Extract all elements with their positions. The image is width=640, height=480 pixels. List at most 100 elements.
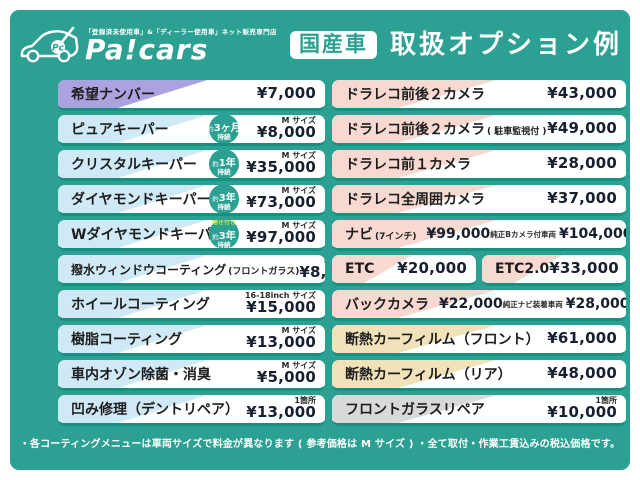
car-icon: Pc bbox=[20, 26, 79, 63]
option-label-sub: ( 駐車監視付 ) bbox=[487, 127, 547, 137]
badge-duration: 3ヶ月 bbox=[213, 122, 241, 134]
option-price: ¥5,000 bbox=[256, 368, 316, 387]
option-label: ETC bbox=[345, 261, 375, 277]
option-label: 撥水ウィンドウコーティング bbox=[71, 262, 227, 277]
option-card-resin-coating: 樹脂コーティング M サイズ ¥13,000 bbox=[58, 325, 325, 356]
brand-logo: Pc 「登録済未使用車」&「ディーラー使用車」ネット販売専門店 Pa!cars bbox=[18, 25, 277, 65]
brand-wordmark: Pa!cars bbox=[85, 33, 209, 67]
option-price: ¥22,000 bbox=[439, 296, 503, 312]
option-label: ナビ bbox=[345, 227, 373, 243]
badge-topnote: 磨き付き bbox=[211, 220, 236, 226]
option-label: ピュアキーパー bbox=[71, 122, 169, 138]
badge-prefix: 約 bbox=[212, 232, 219, 241]
option-label: Wダイヤモンドキーパー bbox=[71, 227, 226, 243]
page-title: 取扱オプション例 bbox=[389, 30, 622, 60]
option-pricing: ¥20,000 bbox=[397, 259, 467, 278]
option-price: ¥13,000 bbox=[246, 403, 316, 422]
option-price: ¥10,000 bbox=[547, 403, 617, 422]
duration-badge: 約3ヶ月 持続 bbox=[207, 115, 241, 143]
option-pricing: M サイズ ¥35,000 bbox=[246, 151, 316, 177]
badge-duration: 3年 bbox=[218, 192, 236, 204]
option-price: ¥8,000 bbox=[256, 123, 316, 142]
svg-text:Pc: Pc bbox=[52, 44, 65, 54]
badge-prefix: 約 bbox=[207, 124, 214, 133]
badge-suffix: 持続 bbox=[217, 202, 231, 211]
option-price: ¥61,000 bbox=[547, 329, 617, 348]
brand-tagline: 「登録済未使用車」&「ディーラー使用車」ネット販売専門店 bbox=[85, 28, 277, 37]
option-label: 断熱カーフィルム（フロント） bbox=[345, 332, 540, 348]
option-label: ダイヤモンドキーパー bbox=[71, 192, 211, 208]
option-pricing: M サイズ ¥5,000 bbox=[256, 360, 316, 387]
option-label: 車内オゾン除菌・消臭 bbox=[71, 367, 211, 383]
left-column: 希望ナンバー ¥7,000 ピュアキーパー 約3ヶ月 持続 M サイズ ¥8,0… bbox=[58, 80, 325, 430]
size-note: 1箇所 bbox=[294, 395, 316, 405]
option-card-dashcam-1cam: ドラレコ前１カメラ ¥28,000 bbox=[332, 150, 626, 181]
size-note: M サイズ bbox=[281, 220, 316, 230]
option-price: ¥8,000 bbox=[299, 263, 325, 282]
header: Pc 「登録済未使用車」&「ディーラー使用車」ネット販売専門店 Pa!cars … bbox=[10, 10, 630, 78]
option-label-sub: (フロントガラス) bbox=[228, 266, 300, 277]
option-price: ¥35,000 bbox=[246, 158, 316, 177]
option-card-wheel-coating: ホイールコーティング 16-18inch サイズ ¥15,000 bbox=[58, 290, 325, 321]
option-card-glass-repair: フロントガラスリペア 1箇所 ¥10,000 bbox=[332, 395, 626, 426]
option-price: ¥33,000 bbox=[549, 259, 619, 278]
option-pricing: ¥7,000 bbox=[256, 84, 316, 103]
option-price: ¥7,000 bbox=[256, 84, 316, 103]
option-price: ¥13,000 bbox=[246, 333, 316, 352]
option-label: 樹脂コーティング bbox=[71, 332, 183, 348]
option-label: ドラレコ全周囲カメラ bbox=[345, 192, 485, 208]
option-pricing: 16-18inch サイズ ¥15,000 bbox=[245, 291, 316, 317]
option-card-pure-keeper: ピュアキーパー 約3ヶ月 持続 M サイズ ¥8,000 bbox=[58, 115, 325, 146]
option-pricing: ¥48,000 bbox=[547, 365, 617, 382]
variant-note: 純正Bカメラ付車両 bbox=[490, 229, 556, 239]
option-label: ホイールコーティング bbox=[71, 297, 210, 313]
size-note: 1箇所 bbox=[595, 395, 617, 405]
variant-price: ¥104,000 bbox=[558, 226, 626, 242]
size-note: M サイズ bbox=[281, 185, 316, 195]
option-card-dashcam-2cam-parking: ドラレコ前後２カメラ( 駐車監視付 ) ¥49,000 bbox=[332, 115, 626, 146]
size-note: M サイズ bbox=[281, 115, 316, 125]
category-badge: 国産車 bbox=[289, 31, 377, 59]
option-price: ¥49,000 bbox=[547, 119, 617, 138]
option-pricing: M サイズ ¥8,000 bbox=[256, 115, 316, 142]
option-label: 断熱カーフィルム（リア） bbox=[345, 367, 512, 383]
option-label: ドラレコ前１カメラ bbox=[345, 157, 471, 173]
size-note: M サイズ bbox=[281, 360, 316, 370]
logo-text: 「登録済未使用車」&「ディーラー使用車」ネット販売専門店 Pa!cars bbox=[85, 26, 277, 64]
badge-suffix: 持続 bbox=[217, 167, 231, 176]
option-label: クリスタルキーパー bbox=[71, 157, 197, 173]
options-panel: Pc 「登録済未使用車」&「ディーラー使用車」ネット販売専門店 Pa!cars … bbox=[10, 10, 630, 470]
duration-badge: 約3年 持続 bbox=[209, 185, 239, 213]
option-card-crystal-keeper: クリスタルキーパー 約1年 持続 M サイズ ¥35,000 bbox=[58, 150, 325, 181]
option-label: ETC2.0 bbox=[495, 261, 550, 277]
option-card-navi: ナビ (7インチ) ¥99,000 純正Bカメラ付車両 ¥104,000 bbox=[332, 220, 626, 251]
option-label: バックカメラ bbox=[345, 297, 429, 313]
badge-duration: 3年 bbox=[218, 230, 236, 242]
option-price: ¥97,000 bbox=[246, 228, 316, 247]
badge-suffix: 持続 bbox=[217, 240, 231, 249]
option-card-w-diamond-keeper: Wダイヤモンドキーパー 磨き付き 約3年 持続 M サイズ ¥97,000 bbox=[58, 220, 325, 251]
duration-badge: 磨き付き 約3年 持続 bbox=[209, 220, 239, 249]
option-price: ¥73,000 bbox=[246, 193, 316, 212]
badge-duration: 1年 bbox=[218, 157, 236, 169]
option-label: 希望ナンバー bbox=[71, 87, 155, 103]
etc-row: ETC ¥20,000 ETC2.0 ¥33,000 bbox=[332, 255, 626, 290]
option-card-film-rear: 断熱カーフィルム（リア） ¥48,000 bbox=[332, 360, 626, 391]
option-pricing: 1箇所 ¥13,000 bbox=[246, 395, 316, 422]
option-pricing: M サイズ ¥8,000 bbox=[299, 256, 325, 282]
option-columns: 希望ナンバー ¥7,000 ピュアキーパー 約3ヶ月 持続 M サイズ ¥8,0… bbox=[10, 78, 630, 430]
option-label: ドラレコ前後２カメラ bbox=[345, 122, 485, 138]
option-pricing: ¥43,000 bbox=[547, 85, 617, 102]
option-card-ozone: 車内オゾン除菌・消臭 M サイズ ¥5,000 bbox=[58, 360, 325, 391]
option-pricing: ¥28,000 bbox=[547, 155, 617, 172]
option-card-diamond-keeper: ダイヤモンドキーパー 約3年 持続 M サイズ ¥73,000 bbox=[58, 185, 325, 216]
option-card-dent-repair: 凹み修理（デントリペア） 1箇所 ¥13,000 bbox=[58, 395, 325, 426]
right-column: ドラレコ前後２カメラ ¥43,000 ドラレコ前後２カメラ( 駐車監視付 ) ¥… bbox=[332, 80, 626, 430]
option-card-dashcam-2cam: ドラレコ前後２カメラ ¥43,000 bbox=[332, 80, 626, 111]
option-label: フロントガラスリペア bbox=[345, 402, 485, 418]
option-price: ¥20,000 bbox=[397, 259, 467, 278]
option-price: ¥15,000 bbox=[246, 298, 316, 317]
variant-note: 純正ナビ装着車両 bbox=[502, 299, 563, 309]
badge-prefix: 約 bbox=[212, 159, 219, 168]
